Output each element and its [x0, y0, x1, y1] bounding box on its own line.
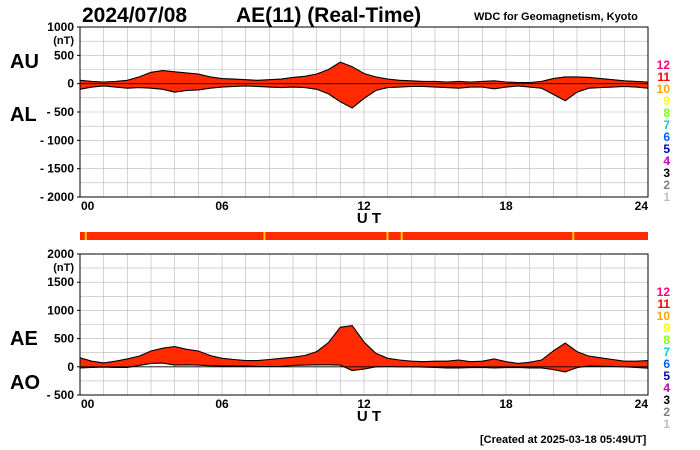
chart-title: AE(11) (Real-Time)	[236, 4, 422, 27]
status-bar	[80, 232, 648, 240]
series-area-fill	[80, 62, 648, 108]
x-axis-label: U T	[357, 408, 381, 425]
y-tick-label: - 1500	[40, 162, 74, 176]
legend-station-2: 2	[663, 178, 670, 192]
legend-station-5: 5	[663, 369, 670, 383]
legend-station-11: 11	[657, 70, 670, 84]
legend-station-8: 8	[663, 106, 670, 120]
x-tick-label: 24	[635, 397, 649, 411]
legend-station-4: 4	[663, 381, 670, 395]
x-axis-label: U T	[357, 210, 381, 227]
y-tick-label: 1000	[47, 303, 74, 317]
x-tick-label: 18	[499, 397, 513, 411]
y-tick-label: 1500	[47, 275, 74, 289]
status-bar-mark	[84, 232, 87, 240]
unit-label: (nT)	[53, 262, 74, 274]
series-line-ao	[79, 362, 649, 373]
x-tick-label: 06	[215, 397, 229, 411]
y-tick-label: - 500	[47, 388, 75, 402]
y-tick-label: 0	[67, 77, 74, 91]
series-line-au	[79, 61, 649, 84]
x-tick-label: 18	[499, 199, 513, 213]
legend-station-2: 2	[663, 405, 670, 419]
series-line-al	[79, 85, 649, 109]
x-tick-label: 06	[215, 199, 229, 213]
legend-station-7: 7	[663, 118, 670, 132]
y-tick-label: 2000	[47, 247, 74, 261]
status-bar-mark	[572, 232, 575, 240]
legend-station-10: 10	[657, 309, 671, 323]
y-tick-label: 0	[67, 360, 74, 374]
legend-station-6: 6	[663, 357, 670, 371]
x-tick-label: 00	[81, 397, 95, 411]
legend-station-11: 11	[657, 297, 670, 311]
legend-station-9: 9	[663, 94, 670, 108]
legend-station-10: 10	[657, 82, 671, 96]
legend-station-8: 8	[663, 333, 670, 347]
ao-label: AO	[10, 372, 40, 394]
au-label: AU	[10, 51, 39, 73]
legend-station-4: 4	[663, 154, 670, 168]
y-tick-label: - 1000	[40, 133, 74, 147]
legend-station-12: 12	[657, 58, 671, 72]
y-tick-label: - 500	[47, 105, 75, 119]
legend-station-5: 5	[663, 142, 670, 156]
created-timestamp: [Created at 2025-03-18 05:49UT]	[480, 434, 647, 446]
date-title: 2024/07/08	[82, 4, 188, 27]
y-tick-label: 500	[54, 332, 74, 346]
credit-label: WDC for Geomagnetism, Kyoto	[474, 11, 638, 23]
y-tick-label: 1000	[47, 20, 74, 34]
y-tick-label: - 2000	[40, 190, 74, 204]
legend-station-3: 3	[663, 393, 670, 407]
x-tick-label: 24	[635, 199, 649, 213]
al-label: AL	[10, 104, 37, 126]
series-line-ae	[79, 325, 649, 364]
unit-label: (nT)	[53, 35, 74, 47]
status-bar-mark	[400, 232, 403, 240]
x-tick-label: 00	[81, 199, 95, 213]
series-area-fill	[80, 325, 648, 372]
legend-station-3: 3	[663, 166, 670, 180]
legend-station-7: 7	[663, 345, 670, 359]
status-bar-mark	[386, 232, 389, 240]
plot-frame	[79, 253, 649, 396]
y-tick-label: 500	[54, 48, 74, 62]
x-tick-label: 12	[357, 397, 371, 411]
x-tick-label: 12	[357, 199, 371, 213]
status-bar-mark	[263, 232, 266, 240]
legend-station-6: 6	[663, 130, 670, 144]
legend-station-1: 1	[663, 190, 670, 204]
legend-station-1: 1	[663, 417, 670, 431]
legend-station-9: 9	[663, 321, 670, 335]
legend-station-12: 12	[657, 285, 671, 299]
ae-label: AE	[10, 328, 38, 350]
